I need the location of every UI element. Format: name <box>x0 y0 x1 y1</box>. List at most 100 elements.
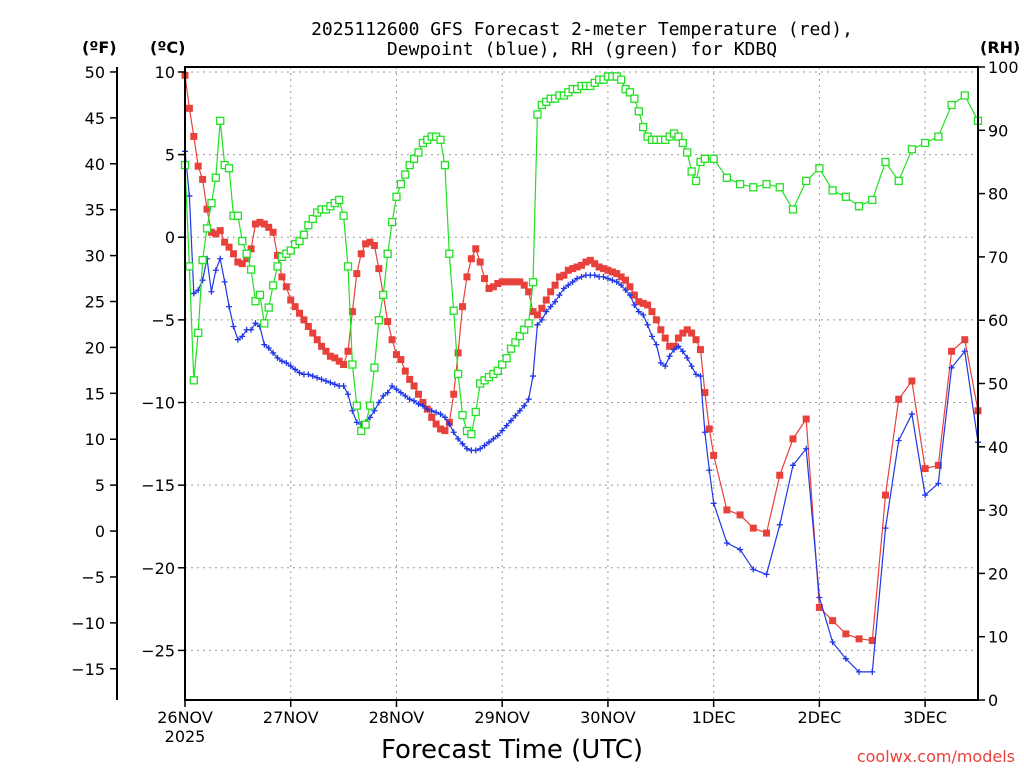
temperature-point <box>318 342 326 350</box>
temperature-point <box>384 318 392 326</box>
temperature-point <box>296 309 304 317</box>
dewpoint-point <box>600 273 607 280</box>
unit-celsius: (ºC) <box>150 38 185 57</box>
temperature-point <box>710 451 718 459</box>
dewpoint-point <box>270 349 277 356</box>
temperature-point <box>789 435 797 443</box>
temperature-point <box>948 347 956 355</box>
f-axis-tick-label: 35 <box>85 201 105 220</box>
temperature-point <box>604 266 612 274</box>
rh-point <box>687 167 696 176</box>
dewpoint-point <box>406 396 413 403</box>
f-axis-tick-label: 5 <box>95 476 105 495</box>
temperature-point <box>529 308 537 316</box>
rh-axis-tick-label: 70 <box>988 248 1008 267</box>
dewpoint-point <box>402 392 409 399</box>
dewpoint-point <box>609 277 616 284</box>
temperature-point <box>776 471 784 479</box>
c-axis-tick-label: 0 <box>165 228 175 247</box>
rh-point <box>533 110 542 119</box>
f-axis-tick-label: 40 <box>85 155 105 174</box>
temperature-point <box>520 281 528 289</box>
rh-point <box>251 297 260 306</box>
dewpoint-point <box>856 668 863 675</box>
dewpoint-point <box>380 392 387 399</box>
dewpoint-point <box>552 298 559 305</box>
dewpoint-point <box>618 282 625 289</box>
temperature-point <box>476 258 484 266</box>
rh-point <box>815 164 824 173</box>
dewpoint-point <box>776 521 783 528</box>
rh-point <box>286 246 295 255</box>
rh-point <box>881 157 890 167</box>
temperature-point <box>829 617 837 625</box>
f-axis-tick-label: 15 <box>85 384 105 403</box>
temperature-point <box>525 288 533 296</box>
dewpoint-point <box>693 371 700 378</box>
rh-axis-tick-label: 60 <box>988 311 1008 330</box>
f-axis-tick-label: 10 <box>85 430 105 449</box>
temperature-point <box>516 278 524 286</box>
rh-point <box>674 132 683 141</box>
rh-point <box>357 426 366 436</box>
temperature-point <box>608 268 616 276</box>
rh-point <box>295 236 304 246</box>
x-axis-tick-label: 30NOV <box>580 708 636 727</box>
dewpoint-point <box>494 432 501 439</box>
dewpoint-point <box>684 354 691 361</box>
temperature-point <box>617 273 625 281</box>
dewpoint-point <box>274 354 281 361</box>
rh-axis-tick-label: 0 <box>988 691 998 710</box>
temperature-point <box>212 230 220 238</box>
temperature-point <box>370 241 378 249</box>
dewpoint-point <box>345 391 352 398</box>
temperature-point <box>326 352 334 360</box>
series-line-rh <box>184 75 979 436</box>
dewpoint-point <box>349 407 356 414</box>
dewpoint-point <box>384 389 391 396</box>
dewpoint-point <box>675 343 682 350</box>
dewpoint-point <box>459 440 466 447</box>
temperature-point <box>463 273 471 281</box>
temperature-point <box>432 420 440 428</box>
rh-point <box>709 154 718 163</box>
temperature-point <box>388 336 396 344</box>
dewpoint-point <box>499 427 506 434</box>
dewpoint-point <box>653 341 660 348</box>
rh-point <box>515 331 524 341</box>
rh-point <box>828 186 837 195</box>
temperature-point <box>331 354 339 362</box>
dewpoint-point <box>640 311 647 318</box>
c-axis-tick-label: −10 <box>141 394 175 413</box>
dewpoint-point <box>287 363 294 370</box>
temperature-point <box>274 251 282 259</box>
rh-point <box>392 192 401 201</box>
series-layer <box>180 71 983 675</box>
rh-point <box>396 179 406 189</box>
temperature-point <box>763 529 771 537</box>
dewpoint-point <box>477 445 484 452</box>
temperature-point <box>657 326 665 334</box>
rh-point <box>854 202 864 211</box>
f-axis-tick-label: 45 <box>85 109 105 128</box>
rh-point <box>264 303 273 312</box>
dewpoint-point <box>569 278 576 285</box>
temperature-point <box>481 275 489 283</box>
temperature-point <box>683 326 691 334</box>
rh-point <box>471 407 480 417</box>
dewpoint-point <box>239 333 246 340</box>
temperature-point <box>842 630 850 638</box>
rh-point <box>960 91 969 100</box>
dewpoint-point <box>371 407 378 414</box>
dewpoint-point <box>626 292 633 299</box>
rh-point <box>304 221 313 230</box>
dewpoint-point <box>490 435 497 442</box>
temperature-point <box>247 245 255 253</box>
temperature-point <box>366 238 374 246</box>
dewpoint-point <box>419 402 426 409</box>
rh-point <box>749 183 758 192</box>
rh-point <box>348 360 357 369</box>
rh-point <box>255 290 265 300</box>
dewpoint-point <box>750 566 757 573</box>
rh-point <box>379 290 388 300</box>
